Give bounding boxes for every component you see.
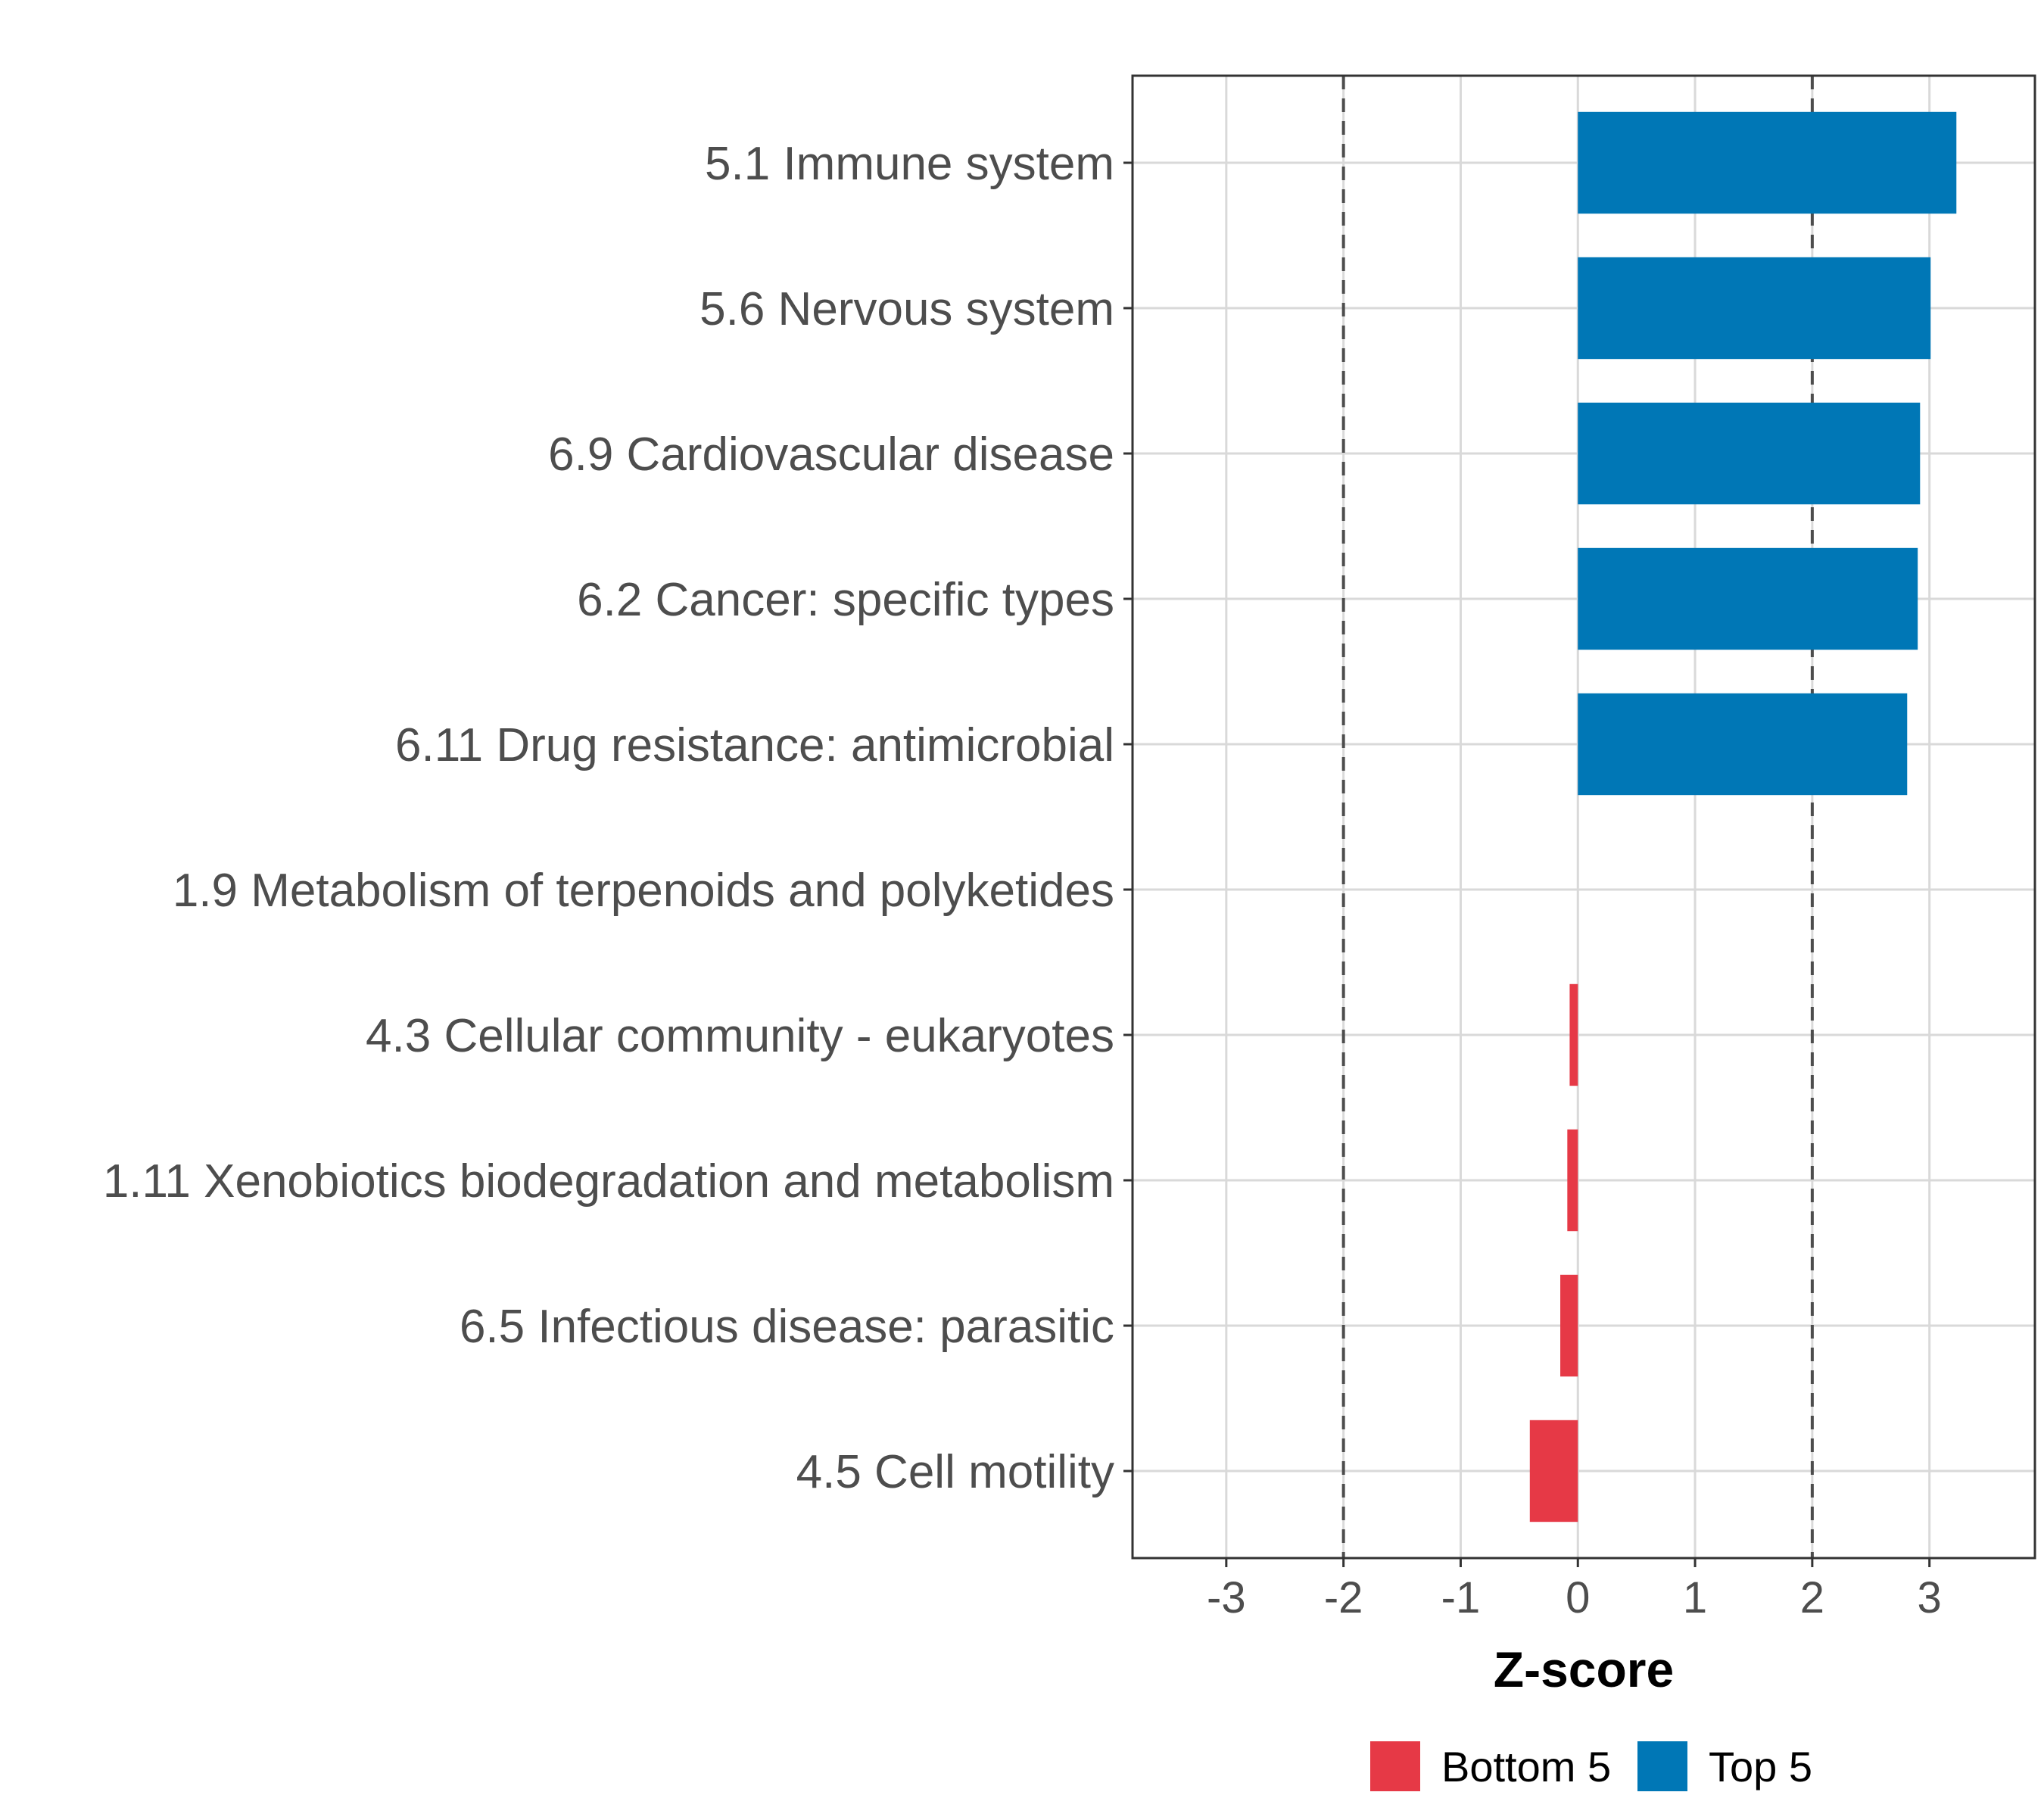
legend-label: Top 5 — [1709, 1743, 1812, 1791]
legend-swatch — [1370, 1741, 1420, 1791]
x-tick-label: 1 — [1683, 1573, 1707, 1622]
bar — [1578, 402, 1921, 505]
x-tick-label: -1 — [1441, 1573, 1481, 1622]
x-tick-label: -2 — [1324, 1573, 1363, 1622]
x-axis-tick-labels: -3 -2 -1 0 1 2 3 — [1207, 1573, 1942, 1622]
category-label: 6.2 Cancer: specific types — [577, 574, 1114, 626]
y-axis-ticks — [1123, 161, 1133, 1473]
category-label: 6.11 Drug resistance: antimicrobial — [395, 719, 1114, 771]
category-label: 4.3 Cellular community - eukaryotes — [366, 1010, 1114, 1062]
x-tick-label: -3 — [1207, 1573, 1246, 1622]
bar — [1569, 983, 1578, 1086]
category-label: 6.5 Infectious disease: parasitic — [460, 1301, 1114, 1353]
legend-swatch — [1637, 1741, 1687, 1791]
bar — [1578, 257, 1931, 360]
legend-label: Bottom 5 — [1441, 1743, 1611, 1791]
category-label: 1.11 Xenobiotics biodegradation and meta… — [103, 1155, 1114, 1208]
bar — [1560, 1274, 1578, 1377]
plot-panel-border — [1131, 74, 2036, 1560]
category-label: 1.9 Metabolism of terpenoids and polyket… — [173, 865, 1114, 917]
x-axis-title: Z-score — [1494, 1641, 1674, 1697]
category-label: 4.5 Cell motility — [796, 1446, 1114, 1498]
bars — [1529, 111, 1957, 1522]
x-tick-label: 2 — [1800, 1573, 1824, 1622]
category-label: 5.1 Immune system — [705, 138, 1114, 190]
bar — [1578, 693, 1908, 796]
category-label: 6.9 Cardiovascular disease — [548, 429, 1114, 481]
reference-lines — [1341, 76, 1814, 1558]
x-axis-ticks — [1225, 1558, 1931, 1567]
bar — [1578, 111, 1957, 214]
category-label: 5.6 Nervous system — [700, 283, 1114, 335]
bar — [1567, 1129, 1578, 1232]
x-tick-label: 3 — [1918, 1573, 1942, 1622]
bar — [1529, 1420, 1578, 1522]
x-tick-label: 0 — [1566, 1573, 1590, 1622]
legend: Bottom 5 Top 5 — [1370, 1741, 1812, 1791]
y-axis-category-labels: 5.1 Immune system 5.6 Nervous system 6.9 C… — [103, 138, 1114, 1498]
bar — [1578, 547, 1918, 650]
